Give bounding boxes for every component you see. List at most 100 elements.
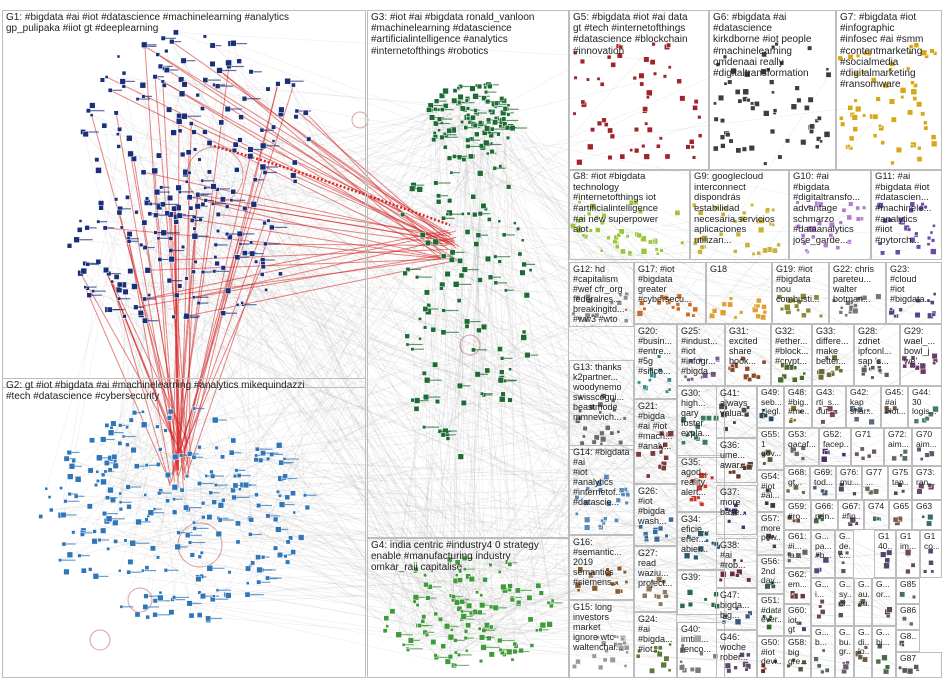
nodes-g52: [820, 448, 847, 463]
nodes-g79: [838, 599, 846, 618]
group-label-g48: G48: #big... #me...: [788, 388, 809, 417]
nodes-g62: [789, 590, 806, 600]
self-loop-4: [89, 629, 111, 651]
group-box-g34: G34: eficie... ener... abier...: [677, 512, 725, 570]
nodes-g22: [831, 293, 882, 318]
group-box-g67: G67: #fin...: [838, 500, 864, 530]
group-box-g46: G46: woche rober...: [716, 630, 757, 678]
nodes-g65: [892, 516, 903, 526]
nodes-g88: [899, 640, 905, 647]
nodes-g58: [786, 658, 807, 672]
edge-trunk: [174, 209, 179, 471]
group-label-g25: G25: #indust... #iot #infogr... #bigda..…: [681, 326, 718, 377]
group-box-g89: G... di... lo...: [854, 626, 872, 678]
group-label-g77: G77 ...: [866, 468, 883, 487]
nodes-g54: [764, 488, 776, 509]
nodes-g10: [795, 200, 867, 254]
nodes-g84: [923, 548, 935, 574]
nodes-g59: [787, 514, 801, 524]
group-box-g31: G31: excited share book...: [725, 324, 771, 386]
nodes-g93: [813, 648, 830, 675]
group-label-g40: G40: imtilll... renco...: [681, 624, 712, 655]
group-box-g7: G7: #bigdata #iot #infographic #infosec …: [836, 10, 942, 170]
nodes-g45: [883, 405, 898, 415]
group-box-g48: G48: #big... #me...: [784, 386, 812, 428]
nodes-g46: [724, 652, 752, 674]
group-box-g32: G32: #ether... #block... #crypt...: [771, 324, 812, 386]
group-label-g20: G20: #busin... #entre... #5g #silico...: [638, 326, 673, 377]
group-label-g66: G66: prin...: [815, 502, 835, 521]
group-box-g13: G13: thanks k2partner... woodynemo swiss…: [569, 360, 634, 450]
group-box-g87: G87: [896, 652, 942, 678]
group-label-g57: G57: more pow...: [761, 514, 781, 543]
group-box-g39: G39:: [677, 570, 725, 615]
group-box-g68: G68: gt...: [784, 466, 810, 500]
group-label-g49: G49: seb... ziegl...: [761, 388, 781, 417]
group-label-g64: G... pa... #b...: [815, 532, 832, 561]
group-box-g57: G57: more pow...: [757, 512, 784, 555]
group-label-g23: G23: #cloud #iot #bigdata...: [890, 264, 933, 305]
group-box-g90: G... or...: [872, 578, 896, 626]
group-label-g74: G74: [868, 502, 885, 511]
group-box-g71: G71: [851, 428, 884, 466]
group-box-g86: G86...: [896, 604, 920, 630]
nodes-g29: [901, 353, 939, 375]
nodes-g63: [921, 514, 934, 527]
nodes-g14: [574, 474, 631, 531]
nodes-g83: [904, 549, 916, 575]
group-box-g6: G6: #bigdata #ai #datascience kirkdborne…: [709, 10, 836, 170]
nodes-g44: [913, 405, 939, 424]
group-label-g11: G11: #ai #bigdata #iot #datascien... #ma…: [875, 172, 932, 246]
group-label-g58: G58: big gre...: [788, 638, 808, 667]
group-label-g71: G71: [855, 430, 872, 439]
nodes-g24: [635, 642, 672, 674]
group-box-g44: G44: 30 logis...: [908, 386, 942, 428]
group-label-g21: G21: #bigda #ai #iot #mach... #analy...: [638, 401, 673, 452]
nodes-g43: [818, 405, 838, 425]
nodes-g78: [837, 550, 850, 574]
group-box-g76: G76: mu...: [836, 466, 862, 500]
nodes-g11: [876, 201, 937, 256]
group-label-g60: G60: iot gt: [788, 606, 807, 635]
group-box-g42: G42: kap shar...: [846, 386, 881, 428]
group-label-g44: G44: 30 logis...: [912, 388, 937, 417]
group-label-g63: G63: [916, 502, 933, 511]
nodes-g57: [765, 533, 777, 549]
group-label-g67: G67: #fin...: [842, 502, 861, 521]
nodes-g90: [884, 606, 893, 619]
group-box-g19: G19: #iot #bigdata nou combusti...: [772, 262, 829, 324]
group-box-g81: G... au... au...: [854, 578, 872, 626]
group-box-g21: G21: #bigda #ai #iot #mach... #analy...: [634, 399, 677, 484]
group-label-g62: G62: em...: [788, 570, 807, 589]
nodes-g68: [785, 484, 806, 495]
group-label-g51: G51: #data ever...: [761, 596, 781, 625]
nodes-g3: [400, 81, 539, 460]
group-box-g1: G1: #bigdata #ai #iot #datascience #mach…: [2, 10, 366, 388]
nodes-g23: [888, 292, 937, 319]
nodes-g66: [813, 513, 825, 524]
group-label-g69: G69: tod...: [814, 468, 833, 487]
group-label-g80: G... bu... gr...: [839, 628, 851, 657]
group-label-g46: G46: woche rober...: [720, 632, 749, 663]
group-box-g26: G26: #iot #bigda wash...: [634, 484, 677, 546]
nodes-g47: [721, 606, 753, 626]
group-box-g22: G22: chris pareteu... walter botman...: [829, 262, 886, 324]
nodes-g13: [574, 393, 627, 446]
group-box-g56: G56: 2nd day...: [757, 555, 784, 594]
group-box-g58: G58: big gre...: [784, 636, 811, 678]
group-label-g19: G19: #iot #bigdata nou combusti...: [776, 264, 820, 305]
group-label-g41: G41: always valua...: [720, 388, 750, 419]
nodes-g31: [727, 356, 767, 382]
nodes-g72: [891, 449, 908, 462]
nodes-g7: [837, 42, 938, 166]
group-label-g70: G70 aim...: [916, 430, 937, 449]
nodes-g8: [570, 199, 685, 257]
group-label-g81: G... au... au...: [858, 580, 869, 609]
nodes-g19: [776, 293, 823, 319]
group-label-g47: G47: bigda... big...: [720, 590, 750, 621]
nodes-g33: [816, 354, 844, 381]
group-box-g51: G51: #data ever...: [757, 594, 784, 636]
nodes-g67: [847, 516, 859, 527]
nodes-g26: [638, 516, 674, 543]
group-label-g72: G72: aim...: [888, 430, 909, 449]
